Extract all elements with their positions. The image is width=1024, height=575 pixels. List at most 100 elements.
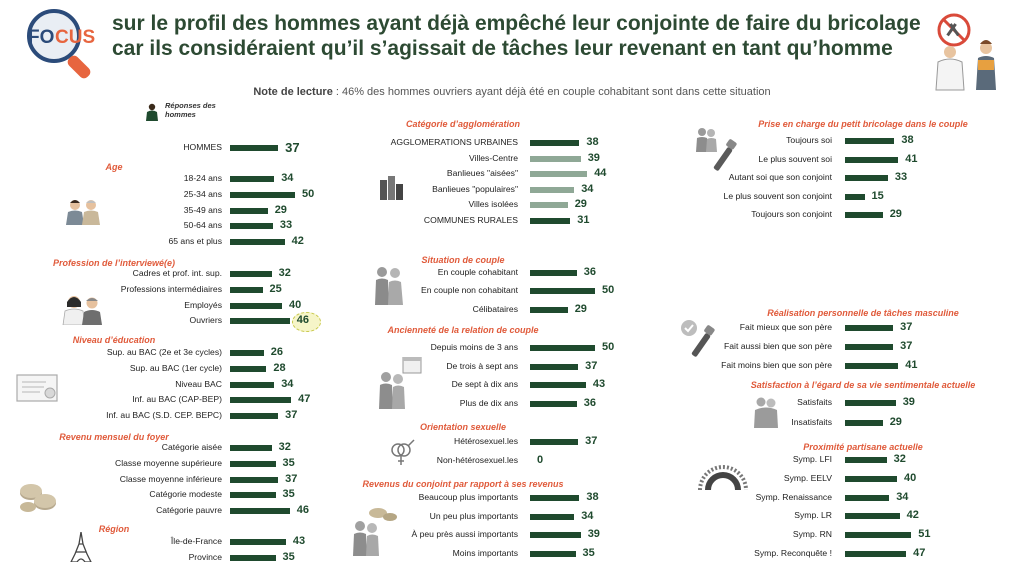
bar xyxy=(530,171,588,177)
couple-tools-icon xyxy=(696,128,737,171)
gender-symbols-icon xyxy=(391,439,415,465)
bar xyxy=(530,345,595,351)
bar xyxy=(230,271,272,277)
bar-value: 26 xyxy=(270,346,284,358)
eiffel-tower-icon xyxy=(70,532,92,562)
bar-value: 32 xyxy=(893,453,906,465)
bar-label: Symp. LFI xyxy=(792,454,832,464)
bar-label: Hétérosexuel.les xyxy=(453,436,518,446)
bar-value: 35 xyxy=(282,550,295,563)
bar xyxy=(845,532,912,539)
bar-value: 34 xyxy=(896,490,909,503)
bar xyxy=(530,306,568,313)
bar-value: 31 xyxy=(577,213,590,226)
bar-label: Catégorie pauvre xyxy=(156,505,222,516)
bar xyxy=(530,532,581,538)
bar-label: Sup. au BAC (2e et 3e cycles) xyxy=(106,347,222,357)
bar-label: Classe moyenne supérieure xyxy=(114,457,222,468)
bar-value: 34 xyxy=(581,182,594,195)
bar xyxy=(530,186,575,193)
bar xyxy=(845,193,865,200)
bar-value: 25 xyxy=(269,282,282,295)
reading-note-label: Note de lecture xyxy=(253,86,333,98)
legend-label: Réponses des hommes xyxy=(165,101,216,119)
bar xyxy=(845,513,900,520)
bar-value: 29 xyxy=(274,203,287,216)
bar xyxy=(530,400,577,407)
section-title: Revenus du conjoint par rapport à ses re… xyxy=(362,479,564,489)
page-title: sur le profil des hommes ayant déjà empê… xyxy=(112,11,922,61)
bar xyxy=(845,138,895,144)
bar xyxy=(530,382,586,388)
bar-value: 50 xyxy=(302,187,315,200)
bar-value: 38 xyxy=(901,134,914,146)
bar xyxy=(230,381,275,388)
section-title: Profession de l’interviewé(e) xyxy=(52,258,176,268)
man-icon xyxy=(146,103,158,121)
bar-value: 43 xyxy=(592,378,606,390)
bar-label: Fait moins bien que son père xyxy=(721,359,832,370)
bar-value: 35 xyxy=(282,488,295,501)
bar-label: Employés xyxy=(184,299,222,310)
bar-value: 47 xyxy=(298,393,311,406)
bar-label: Fait aussi bien que son père xyxy=(724,340,832,351)
bar-value: 51 xyxy=(918,528,931,541)
bar-label: Cadres et prof. int. sup. xyxy=(132,268,222,278)
bar-value: 37 xyxy=(585,435,598,447)
bar-label: Catégorie modeste xyxy=(149,489,222,500)
bar-value: 34 xyxy=(281,377,294,390)
section-title: Age xyxy=(105,162,123,172)
bar xyxy=(845,475,897,482)
bar-label: Beaucoup plus importants xyxy=(418,492,518,502)
bar xyxy=(230,350,264,356)
bar xyxy=(530,550,576,557)
bar xyxy=(230,397,292,404)
bar-label: Professions intermédiaires xyxy=(120,283,222,294)
bar-value: 34 xyxy=(281,172,294,184)
bar xyxy=(230,365,267,372)
bar-label: Classe moyenne inférieure xyxy=(119,473,222,484)
bar-label: Symp. Renaissance xyxy=(755,491,832,502)
bar-label: Niveau BAC xyxy=(175,378,222,389)
bar-value: 41 xyxy=(905,152,918,165)
bar-label: Autant soi que son conjoint xyxy=(728,172,832,182)
bar xyxy=(845,325,894,331)
bar xyxy=(530,155,581,162)
bar-value: 37 xyxy=(285,409,298,422)
bar xyxy=(530,202,568,208)
coins-icon xyxy=(20,484,56,512)
bar-value: 33 xyxy=(894,171,908,183)
bar-label: Banlieues "aisées" xyxy=(446,168,518,178)
reading-note: Note de lecture : 46% des hommes ouvrier… xyxy=(0,86,1024,98)
bar-value: 37 xyxy=(585,359,598,372)
section-title: Niveau d’éducation xyxy=(72,335,156,345)
buildings-icon xyxy=(380,176,403,200)
bar-value: 50 xyxy=(602,341,615,353)
bar xyxy=(230,223,273,230)
bar-label: Toujours son conjoint xyxy=(751,209,832,219)
bar-label: 18-24 ans xyxy=(183,173,222,183)
bar-label: Banlieues "populaires" xyxy=(432,183,518,194)
bar-label: Catégorie aisée xyxy=(161,442,222,452)
bar-label: 35-49 ans xyxy=(183,204,222,215)
couple-hug-icon xyxy=(754,397,778,428)
section-title: Ancienneté de la relation de couple xyxy=(387,325,539,335)
bar-value: 32 xyxy=(278,441,291,453)
bar-label: Non-hétérosexuel.les xyxy=(436,455,518,465)
bar xyxy=(530,270,577,276)
bar-value: 35 xyxy=(582,546,595,559)
bar-value: 37 xyxy=(285,472,298,485)
bar-value: 29 xyxy=(574,302,587,315)
bar xyxy=(845,400,896,406)
bar-value: 39 xyxy=(587,151,600,164)
bar-value: 42 xyxy=(291,235,304,248)
bar-value: 36 xyxy=(583,266,597,278)
bar xyxy=(845,551,907,557)
calendar-couple-icon xyxy=(379,357,422,409)
bar-label: Le plus souvent son conjoint xyxy=(723,190,832,201)
bar-label: Inf. au BAC (CAP-BEP) xyxy=(132,394,222,405)
bar-value: 33 xyxy=(279,219,293,232)
bar xyxy=(230,207,268,214)
section-title: Proximité partisane actuelle xyxy=(803,442,923,452)
